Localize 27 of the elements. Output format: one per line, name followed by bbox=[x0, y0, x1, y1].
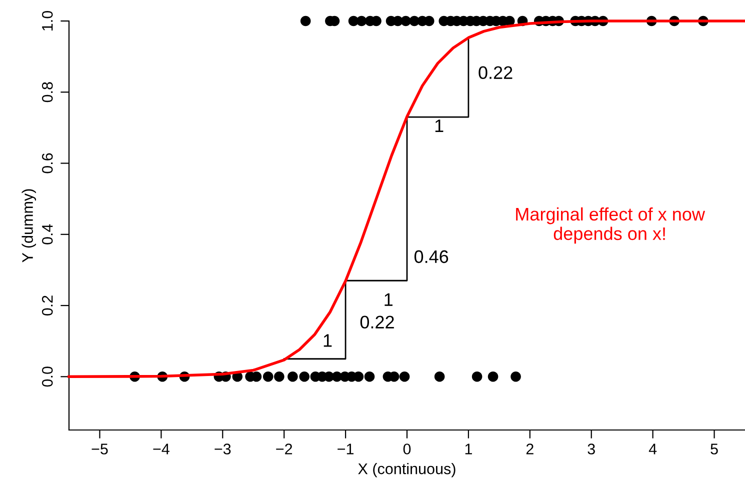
annotation: 0.22 bbox=[360, 316, 394, 329]
x-tick-label: −2 bbox=[276, 444, 292, 454]
annotation: Marginal effect of x now depends on x! bbox=[516, 207, 706, 244]
x-tick-label: −5 bbox=[92, 444, 108, 454]
annotation: 0.22 bbox=[478, 66, 512, 80]
y-tick-label: 1.0 bbox=[42, 10, 53, 30]
x-tick-label: 2 bbox=[526, 444, 534, 454]
x-tick-label: 3 bbox=[588, 444, 595, 454]
x-tick-label: 0 bbox=[403, 444, 411, 454]
x-tick-label: 4 bbox=[648, 444, 657, 454]
y-tick-label: 0.4 bbox=[42, 224, 53, 244]
y-tick-label: 0.0 bbox=[42, 366, 53, 387]
x-tick-label: −1 bbox=[338, 444, 354, 454]
y-axis-title: Y (dummy) bbox=[22, 189, 36, 262]
y-tick-label: 0.6 bbox=[42, 153, 53, 174]
annotation: 1 bbox=[384, 293, 392, 306]
x-axis-title: X (continuous) bbox=[358, 462, 456, 478]
x-tick-label: 1 bbox=[465, 444, 472, 454]
annotation: 0.46 bbox=[414, 250, 448, 264]
x-tick-label: 5 bbox=[710, 444, 718, 454]
annotation: 1 bbox=[435, 120, 444, 132]
x-tick-label: −4 bbox=[153, 444, 170, 454]
y-tick-label: 0.2 bbox=[42, 296, 53, 316]
line-series bbox=[283, 38, 470, 360]
x-tick-label: −3 bbox=[214, 444, 231, 454]
y-tick-label: 0.8 bbox=[42, 82, 53, 102]
annotation: 1 bbox=[324, 334, 332, 347]
